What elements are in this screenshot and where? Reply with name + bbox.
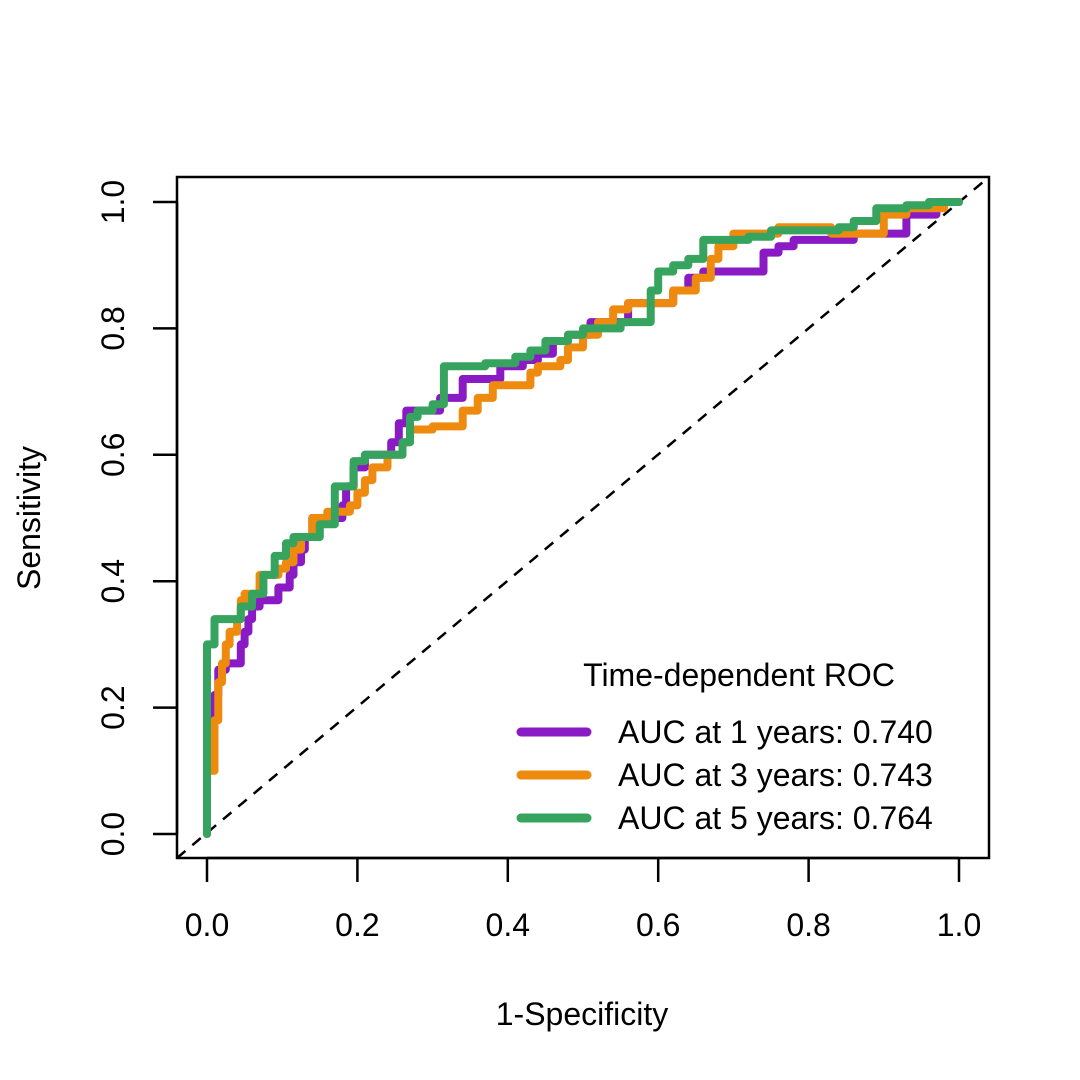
x-tick-label: 0.2 [335, 907, 379, 943]
y-axis: 0.0 0.2 0.4 0.6 0.8 1.0 [95, 180, 179, 856]
y-tick-label: 0.4 [95, 559, 131, 603]
x-tick-label: 1.0 [937, 907, 981, 943]
series-line-3 [203, 198, 963, 838]
x-axis-label: 1-Specificity [496, 996, 669, 1032]
x-tick-label: 0.4 [486, 907, 530, 943]
y-tick-label: 0.6 [95, 433, 131, 477]
x-tick-label: 0.0 [185, 907, 229, 943]
y-axis-label: Sensitivity [11, 446, 47, 590]
legend-title: Time-dependent ROC [583, 657, 895, 693]
y-tick-label: 0.8 [95, 306, 131, 350]
legend: Time-dependent ROC AUC at 1 years: 0.740… [516, 657, 933, 836]
legend-label-3: AUC at 5 years: 0.764 [618, 800, 933, 836]
legend-label-2: AUC at 3 years: 0.743 [618, 757, 933, 793]
x-axis: 0.0 0.2 0.4 0.6 0.8 1.0 [185, 856, 981, 943]
y-tick-label: 0.2 [95, 685, 131, 729]
reference-diagonal-line [176, 176, 990, 859]
x-tick-label: 0.8 [786, 907, 830, 943]
legend-label-1: AUC at 1 years: 0.740 [618, 714, 933, 750]
y-tick-label: 0.0 [95, 812, 131, 856]
x-tick-label: 0.6 [636, 907, 680, 943]
series-layer [203, 198, 963, 838]
y-tick-label: 1.0 [95, 180, 131, 224]
